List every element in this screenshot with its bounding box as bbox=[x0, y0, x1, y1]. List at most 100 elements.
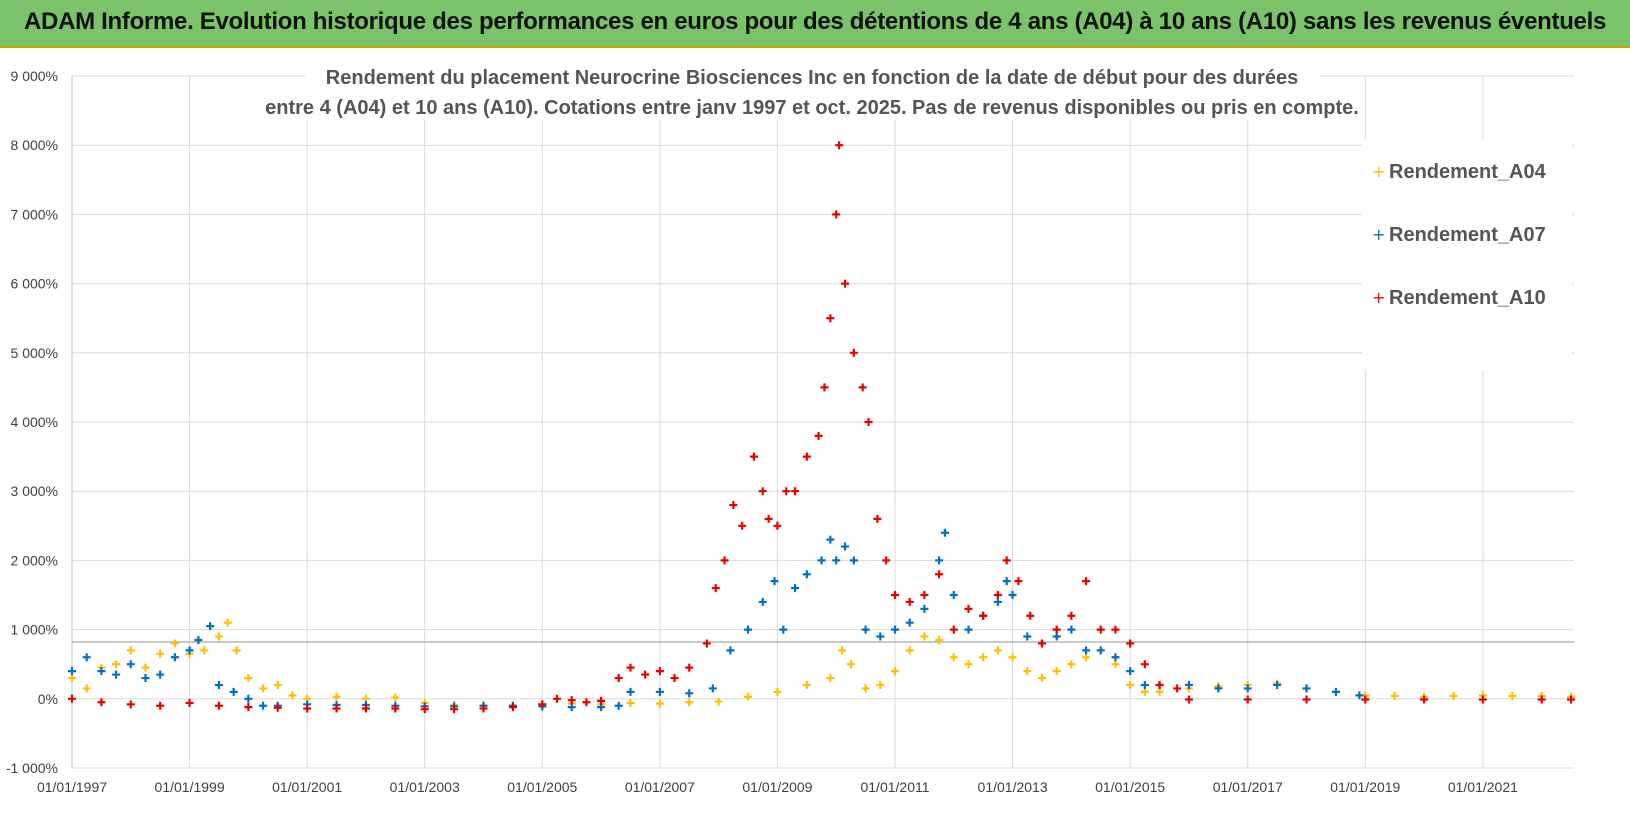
data-point bbox=[802, 680, 811, 689]
data-point bbox=[749, 452, 758, 461]
data-point bbox=[273, 680, 282, 689]
data-point bbox=[773, 687, 782, 696]
chart-grid bbox=[71, 75, 1574, 769]
data-point bbox=[920, 632, 929, 641]
data-point bbox=[1023, 632, 1032, 641]
data-point bbox=[68, 694, 76, 703]
data-point bbox=[1126, 639, 1135, 648]
data-point bbox=[773, 521, 782, 530]
data-point bbox=[861, 625, 870, 634]
data-point bbox=[849, 556, 858, 565]
data-point bbox=[846, 660, 855, 669]
data-point bbox=[779, 625, 788, 634]
data-point bbox=[1126, 680, 1135, 689]
chart-title-line-1: Rendement du placement Neurocrine Biosci… bbox=[326, 67, 1298, 89]
data-point bbox=[702, 639, 711, 648]
data-point bbox=[1537, 695, 1546, 704]
data-point bbox=[1026, 611, 1035, 620]
data-point bbox=[1008, 653, 1017, 662]
data-point bbox=[858, 383, 867, 392]
data-point bbox=[876, 632, 885, 641]
data-point bbox=[964, 660, 973, 669]
data-point bbox=[708, 684, 717, 693]
data-point bbox=[1052, 625, 1061, 634]
y-tick-label: 7 000% bbox=[11, 206, 58, 222]
data-point bbox=[1420, 695, 1429, 704]
y-tick-label: -1 000% bbox=[6, 760, 58, 776]
data-point bbox=[1173, 684, 1182, 693]
data-point bbox=[949, 591, 958, 599]
data-point bbox=[185, 698, 194, 707]
data-point bbox=[194, 635, 203, 644]
data-point bbox=[832, 556, 841, 565]
data-point bbox=[993, 646, 1002, 655]
data-point bbox=[206, 622, 215, 631]
data-point bbox=[655, 667, 664, 676]
series-rendement-a10 bbox=[68, 141, 1576, 714]
x-tick-label: 01/01/2019 bbox=[1330, 779, 1400, 795]
data-point bbox=[1361, 695, 1370, 704]
data-point bbox=[1023, 667, 1032, 676]
data-point bbox=[802, 570, 811, 579]
data-point bbox=[1390, 692, 1399, 701]
x-tick-label: 01/01/2005 bbox=[507, 779, 577, 795]
data-point bbox=[567, 696, 576, 705]
data-point bbox=[764, 514, 773, 523]
data-point bbox=[1082, 577, 1091, 586]
y-tick-label: 1 000% bbox=[11, 622, 58, 638]
data-point bbox=[1002, 577, 1011, 586]
y-tick-label: 6 000% bbox=[11, 276, 58, 292]
data-point bbox=[1052, 667, 1061, 676]
data-point bbox=[964, 625, 973, 634]
data-point bbox=[685, 663, 694, 672]
data-point bbox=[817, 556, 826, 565]
data-point bbox=[214, 680, 223, 689]
legend-label-a04: Rendement_A04 bbox=[1389, 161, 1547, 183]
x-tick-label: 01/01/2013 bbox=[978, 779, 1048, 795]
data-point bbox=[223, 618, 232, 627]
data-point bbox=[614, 674, 623, 683]
data-point bbox=[68, 674, 76, 683]
legend-marker-a07: + bbox=[1372, 225, 1385, 244]
data-point bbox=[1082, 646, 1091, 655]
data-point bbox=[729, 501, 738, 510]
data-point bbox=[185, 646, 194, 655]
data-point bbox=[711, 584, 720, 593]
data-point bbox=[1140, 680, 1149, 689]
x-tick-label: 01/01/1999 bbox=[155, 779, 225, 795]
legend-marker-a04: + bbox=[1372, 162, 1385, 181]
data-point bbox=[841, 542, 850, 551]
y-tick-label: 3 000% bbox=[11, 483, 58, 499]
data-point bbox=[232, 646, 241, 655]
data-point bbox=[876, 680, 885, 689]
data-point bbox=[1155, 680, 1164, 689]
data-point bbox=[214, 632, 223, 641]
data-point bbox=[1111, 660, 1120, 669]
data-point bbox=[1184, 695, 1193, 704]
data-point bbox=[838, 646, 847, 655]
data-point bbox=[641, 670, 650, 679]
data-point bbox=[670, 674, 679, 683]
data-point bbox=[68, 667, 76, 676]
data-point bbox=[1449, 692, 1458, 701]
data-point bbox=[1478, 695, 1487, 704]
data-point bbox=[814, 431, 823, 440]
y-axis-ticks: -1 000% 0% 1 000% 2 000% 3 000% 4 000% 5 000% 6… bbox=[6, 68, 58, 776]
data-point bbox=[905, 618, 914, 627]
data-point bbox=[891, 625, 900, 634]
y-tick-label: 4 000% bbox=[11, 414, 58, 430]
data-point bbox=[508, 703, 517, 712]
data-point bbox=[1155, 687, 1164, 696]
data-point bbox=[791, 487, 800, 496]
data-point bbox=[1052, 632, 1061, 641]
data-point bbox=[835, 141, 844, 150]
title-banner: ADAM Informe. Evolution historique des p… bbox=[0, 0, 1630, 48]
data-point bbox=[391, 704, 400, 713]
data-point bbox=[303, 704, 312, 713]
data-point bbox=[582, 698, 591, 707]
data-point bbox=[1355, 691, 1364, 700]
data-point bbox=[391, 693, 400, 702]
data-point bbox=[126, 660, 135, 669]
data-point bbox=[841, 279, 850, 288]
data-point bbox=[1126, 667, 1135, 676]
